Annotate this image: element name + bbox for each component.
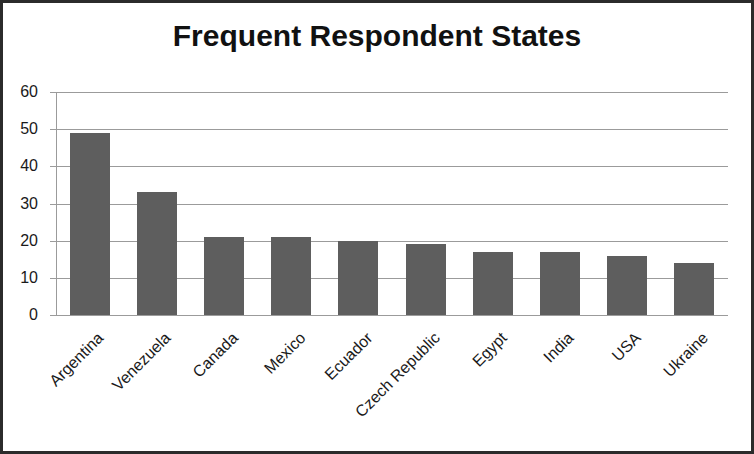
y-gridline [56, 129, 728, 130]
y-tick-label: 60 [0, 82, 38, 102]
y-axis-line [56, 92, 57, 316]
y-tick-label: 50 [0, 119, 38, 139]
x-category-label-mexico: Mexico [260, 329, 309, 378]
bar-usa [607, 256, 647, 315]
x-category-label-india: India [540, 329, 577, 366]
y-tick-label: 10 [0, 268, 38, 288]
bar-ukraine [674, 263, 714, 315]
bar-ecuador [338, 241, 378, 315]
y-gridline [56, 315, 728, 316]
bar-venezuela [137, 192, 177, 315]
bar-india [540, 252, 580, 315]
y-gridline [56, 92, 728, 93]
bar-argentina [70, 133, 110, 315]
chart-frame: Frequent Respondent States 0 10 20 30 40 50 60… [0, 0, 754, 454]
y-tick-label: 0 [0, 305, 38, 325]
x-category-label-venezuela: Venezuela [109, 329, 175, 395]
y-tick-label: 40 [0, 156, 38, 176]
chart-title: Frequent Respondent States [3, 19, 751, 53]
bar-mexico [271, 237, 311, 315]
x-category-label-canada: Canada [189, 329, 241, 381]
y-tick-label: 30 [0, 194, 38, 214]
x-category-label-egypt: Egypt [469, 329, 511, 371]
y-tick-label: 20 [0, 231, 38, 251]
x-category-label-argentina: Argentina [46, 329, 107, 390]
x-category-label-usa: USA [609, 329, 645, 365]
bar-egypt [473, 252, 513, 315]
bar-canada [204, 237, 244, 315]
x-category-label-ukraine: Ukraine [660, 329, 712, 381]
x-category-label-ecuador: Ecuador [321, 329, 376, 384]
bar-czech-republic [406, 244, 446, 315]
y-gridline [56, 166, 728, 167]
